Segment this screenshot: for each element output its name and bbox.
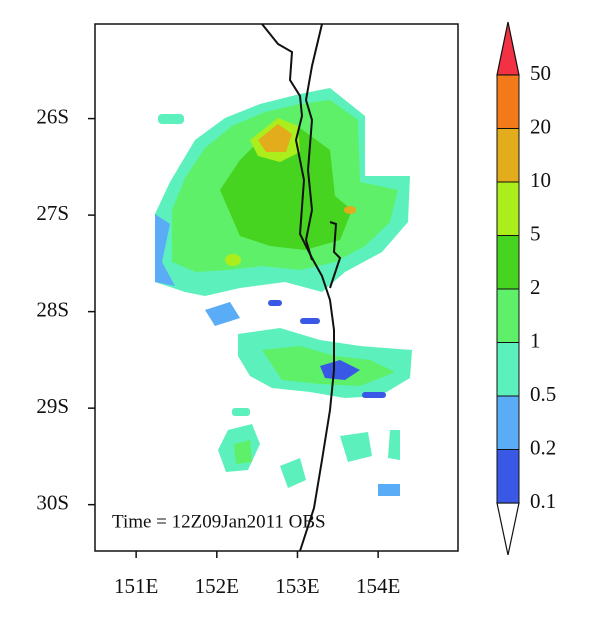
- rain-area-lower-blue: [320, 360, 360, 380]
- rain-area-dark: [220, 128, 352, 250]
- rain-area-blue: [155, 214, 175, 286]
- y-tick-label: 26S: [36, 104, 69, 128]
- colorbar-label: 20: [530, 114, 551, 138]
- colorbar-label: 5: [530, 221, 541, 245]
- colorbar-label: 50: [530, 61, 551, 85]
- colorbar-label: 0.5: [530, 382, 556, 406]
- colorbar-bin: [496, 128, 520, 183]
- colorbar-bin: [496, 449, 520, 504]
- colorbar-label: 0.2: [530, 435, 556, 459]
- rain-area-patch: [234, 440, 252, 464]
- rain-area-patch: [280, 458, 306, 488]
- colorbar-bin: [496, 395, 520, 450]
- colorbar-bin: [496, 288, 520, 343]
- colorbar-bin: [496, 74, 520, 129]
- colorbar-over: [496, 21, 520, 76]
- x-tick-label: 151E: [114, 574, 158, 598]
- coastline: [261, 23, 342, 552]
- colorbar-under: [496, 502, 520, 556]
- y-tick-label: 29S: [36, 394, 69, 418]
- y-tick-label: 30S: [36, 490, 69, 514]
- map-frame: [94, 23, 459, 552]
- rain-area-patch: [388, 430, 400, 460]
- colorbar-label: 0.1: [530, 489, 556, 513]
- colorbar-bin: [496, 235, 520, 290]
- colorbar-bin: [496, 342, 520, 397]
- rain-area-orange: [258, 124, 292, 152]
- x-tick-label: 154E: [356, 574, 400, 598]
- colorbar-label: 10: [530, 168, 551, 192]
- x-tick-label: 153E: [275, 574, 319, 598]
- rain-patch: [300, 318, 320, 324]
- annotation: Time = 12Z09Jan2011 OBS: [112, 511, 326, 532]
- rain-area-patch: [340, 432, 372, 462]
- rain-patch: [362, 392, 386, 398]
- x-tick-label: 152E: [195, 574, 239, 598]
- coastline-island: [329, 221, 342, 289]
- rain-patch: [378, 484, 400, 496]
- y-tick-label: 28S: [36, 297, 69, 321]
- y-tick-label: 27S: [36, 201, 69, 225]
- colorbar-label: 1: [530, 328, 541, 352]
- colorbar-label: 2: [530, 275, 541, 299]
- rain-patch: [232, 408, 250, 416]
- rain-area-patch: [205, 302, 240, 326]
- rain-patch: [225, 254, 241, 266]
- rain-field: [155, 88, 412, 496]
- rain-patch: [268, 300, 282, 306]
- rain-patch: [158, 114, 184, 124]
- rain-patch: [344, 206, 356, 214]
- coastline-island: [304, 23, 323, 261]
- colorbar-bin: [496, 181, 520, 236]
- coastline: [261, 23, 335, 552]
